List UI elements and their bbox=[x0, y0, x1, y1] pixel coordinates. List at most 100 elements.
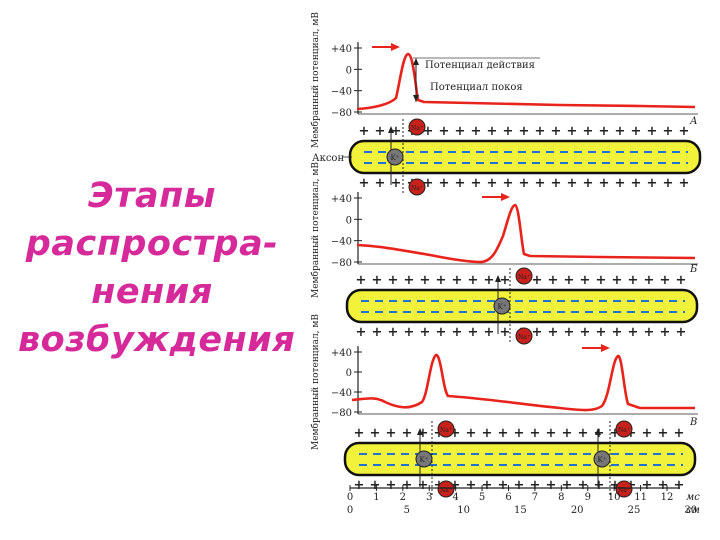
charge-plus: + bbox=[359, 124, 370, 139]
charge-plus: + bbox=[594, 478, 605, 493]
charge-plus: + bbox=[519, 176, 530, 191]
charge-plus: + bbox=[580, 325, 591, 340]
charge-plus: + bbox=[562, 426, 573, 441]
amplitude-arrow-head bbox=[413, 58, 419, 65]
na-ion-label: Na⁺ bbox=[411, 185, 423, 192]
charge-plus: + bbox=[514, 478, 525, 493]
charge-plus: + bbox=[452, 273, 463, 288]
charge-plus: + bbox=[532, 325, 543, 340]
na-ion bbox=[408, 178, 426, 196]
charge-plus: + bbox=[436, 273, 447, 288]
charge-plus: + bbox=[484, 273, 495, 288]
distance-tick-label: 20 bbox=[571, 505, 584, 516]
panel-letter: В bbox=[689, 417, 697, 428]
charge-plus: + bbox=[487, 176, 498, 191]
panel-2: +40 0 −40 −80 Мембранный потенциал, мВ Б bbox=[310, 162, 698, 298]
charge-plus: + bbox=[423, 124, 434, 139]
charge-plus: + bbox=[548, 325, 559, 340]
y-tick-label: −40 bbox=[331, 237, 352, 248]
title-line-1: Этапы bbox=[88, 176, 216, 216]
charge-plus: + bbox=[404, 273, 415, 288]
charge-plus: + bbox=[580, 273, 591, 288]
time-tick-label: 8 bbox=[558, 492, 564, 503]
slide-title: Этапы распростра- нения возбуждения bbox=[18, 172, 295, 364]
charge-plus: + bbox=[599, 176, 610, 191]
charge-plus: + bbox=[631, 124, 642, 139]
charge-plus: + bbox=[660, 273, 671, 288]
axon-body bbox=[343, 441, 697, 477]
axon-2: + + + + + + + + + + + + + + + + + + + + + + + + + + + + + + + + + + + + + + + +… bbox=[345, 267, 699, 345]
charge-plus: + bbox=[375, 176, 386, 191]
na-ion-label: Na⁺ bbox=[440, 427, 452, 434]
panels: +40 0 −40 −80 Мембранный потенциал, мВ А +40 0 −… bbox=[310, 12, 702, 498]
y-tick-label: 0 bbox=[346, 368, 352, 379]
panel-letter: Б bbox=[689, 264, 698, 275]
charge-plus: + bbox=[535, 176, 546, 191]
charge-plus: + bbox=[498, 478, 509, 493]
y-tick-label: 0 bbox=[346, 65, 352, 76]
charge-plus: + bbox=[612, 273, 623, 288]
y-tick-label: −40 bbox=[331, 87, 352, 98]
charge-plus: + bbox=[503, 176, 514, 191]
charge-plus: + bbox=[439, 124, 450, 139]
charge-plus: + bbox=[596, 273, 607, 288]
charge-plus: + bbox=[578, 426, 589, 441]
na-ion-label: Na⁺ bbox=[618, 427, 630, 434]
charge-plus: + bbox=[658, 478, 669, 493]
charge-plus: + bbox=[644, 273, 655, 288]
y-axis-label: Мембранный потенциал, мВ bbox=[310, 314, 321, 450]
charge-plus: + bbox=[530, 426, 541, 441]
charge-plus: + bbox=[679, 124, 690, 139]
time-tick-label: 5 bbox=[479, 492, 485, 503]
charge-plus: + bbox=[578, 478, 589, 493]
panel-1: +40 0 −40 −80 Мембранный потенциал, мВ А bbox=[310, 12, 698, 148]
charge-plus: + bbox=[402, 478, 413, 493]
time-tick-label: 3 bbox=[426, 492, 432, 503]
charge-plus: + bbox=[647, 176, 658, 191]
charge-plus: + bbox=[439, 176, 450, 191]
y-axis-label: Мембранный потенциал, мВ bbox=[310, 12, 321, 148]
membrane-potential-trace bbox=[356, 203, 696, 264]
charge-plus: + bbox=[658, 426, 669, 441]
charge-plus: + bbox=[356, 273, 367, 288]
distance-tick-label: 5 bbox=[404, 505, 410, 516]
y-tick-label: 0 bbox=[346, 215, 352, 226]
axon-body bbox=[345, 288, 699, 324]
charge-plus: + bbox=[562, 478, 573, 493]
charge-plus: + bbox=[676, 325, 687, 340]
k-ion-label: K⁺ bbox=[420, 456, 429, 464]
k-ion bbox=[415, 450, 433, 468]
charge-plus: + bbox=[610, 478, 621, 493]
charge-plus: + bbox=[356, 325, 367, 340]
charge-plus: + bbox=[455, 176, 466, 191]
charge-plus: + bbox=[660, 325, 671, 340]
charge-plus: + bbox=[583, 124, 594, 139]
charge-plus: + bbox=[514, 426, 525, 441]
k-flow-arrow-head bbox=[417, 428, 423, 435]
time-tick-label: 1 bbox=[373, 492, 379, 503]
charge-plus: + bbox=[615, 124, 626, 139]
time-tick-label: 12 bbox=[661, 492, 674, 503]
charge-plus: + bbox=[354, 478, 365, 493]
k-flow-arrow-head bbox=[388, 126, 394, 133]
charge-plus: + bbox=[676, 273, 687, 288]
charge-plus: + bbox=[359, 176, 370, 191]
charge-plus: + bbox=[420, 273, 431, 288]
time-tick-label: 2 bbox=[400, 492, 406, 503]
charge-plus: + bbox=[546, 426, 557, 441]
charge-plus: + bbox=[500, 273, 511, 288]
k-ion-label: K⁺ bbox=[391, 154, 400, 162]
time-tick-label: 6 bbox=[505, 492, 511, 503]
distance-tick-label: 30 bbox=[684, 505, 697, 516]
charge-plus: + bbox=[500, 325, 511, 340]
time-tick-label: 9 bbox=[585, 492, 591, 503]
charge-plus: + bbox=[519, 124, 530, 139]
arrow-head bbox=[391, 43, 400, 51]
y-tick-label: +40 bbox=[331, 194, 352, 205]
charge-plus: + bbox=[532, 273, 543, 288]
charge-plus: + bbox=[372, 325, 383, 340]
charge-plus: + bbox=[674, 478, 685, 493]
charge-plus: + bbox=[612, 325, 623, 340]
